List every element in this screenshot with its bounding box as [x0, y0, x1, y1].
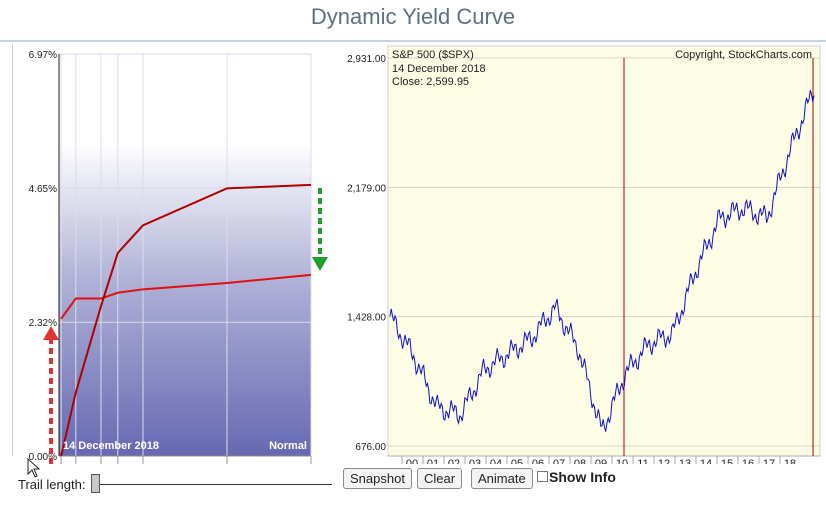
- spx-x-tick-label: 03: [469, 458, 481, 464]
- animate-button[interactable]: Animate: [471, 468, 533, 489]
- spx-x-tick-label: 14: [700, 458, 712, 464]
- spx-date-text: 14 December 2018: [392, 63, 486, 75]
- spx-copyright: Copyright, StockCharts.com: [675, 49, 812, 61]
- spx-x-tick-label: 15: [721, 458, 733, 464]
- clear-button[interactable]: Clear: [417, 468, 463, 489]
- spx-x-tick-label: 04: [490, 458, 502, 464]
- spx-x-tick-label: 11: [637, 458, 648, 464]
- spx-x-tick-label: 05: [511, 458, 523, 464]
- trail-length-label: Trail length:: [18, 477, 86, 492]
- yield-y-axis: 6.97% 4.65% 2.32% 0.00%: [29, 50, 57, 463]
- spx-x-tick-label: 16: [742, 458, 754, 464]
- spx-x-tick-label: 09: [595, 458, 607, 464]
- spx-x-tick-label: 06: [532, 458, 544, 464]
- spx-x-tick-label: 02: [448, 458, 460, 464]
- spx-x-tick-label: 00: [406, 458, 418, 464]
- show-info-label: Show Info: [549, 469, 616, 485]
- spx-price-line: [389, 90, 815, 432]
- spx-close-text: Close: 2,599.95: [392, 76, 469, 88]
- spx-y-tick-label: 1,428.00: [347, 313, 386, 324]
- snapshot-button[interactable]: Snapshot: [343, 468, 412, 489]
- spx-grid: [388, 57, 820, 464]
- page-title: Dynamic Yield Curve: [310, 4, 516, 29]
- yield-curve-chart[interactable]: 6.97%4.65%2.32%0.00% 3M2Y5Y7Y10Y20Y30Y 1…: [0, 44, 340, 464]
- spx-y-tick-label: 2,931.00: [347, 54, 386, 65]
- title-bar: Dynamic Yield Curve: [0, 0, 826, 42]
- trail-length-slider-track[interactable]: [96, 484, 332, 485]
- trail-length-slider-handle[interactable]: [91, 474, 100, 493]
- spx-title: S&P 500 ($SPX): [392, 49, 474, 61]
- curve-state-label: Normal: [269, 440, 307, 452]
- yield-y-tick-label: 2.32%: [29, 318, 57, 329]
- spx-x-tick-label: 17: [763, 458, 775, 464]
- yield-curve-line-1: [60, 273, 312, 320]
- yield-curve-line-2: [60, 183, 312, 457]
- spx-y-tick-label: 2,179.00: [347, 183, 386, 194]
- spx-x-tick-label: 12: [658, 458, 670, 464]
- spx-x-tick-label: 10: [616, 458, 628, 464]
- spx-x-tick-label: 08: [574, 458, 586, 464]
- spx-x-tick-label: 18: [784, 458, 796, 464]
- charts-frame: [12, 44, 826, 456]
- yield-curves: [60, 183, 312, 457]
- spx-y-axis: 2,931.00 2,179.00 1,428.00 676.00: [347, 54, 386, 453]
- spx-x-tick-label: 13: [679, 458, 691, 464]
- mouse-cursor-icon: [27, 458, 41, 478]
- spx-y-tick-label: 676.00: [355, 442, 386, 453]
- yield-y-tick-label: 4.65%: [29, 184, 57, 195]
- green-down-arrow: [312, 188, 328, 271]
- spx-x-tick-label: 01: [427, 458, 439, 464]
- show-info-checkbox[interactable]: [537, 471, 548, 482]
- yield-date-label: 14 December 2018: [63, 440, 159, 452]
- spx-plot-area: [387, 45, 821, 457]
- yield-y-tick-label: 0.00%: [29, 452, 57, 463]
- spx-x-tick-label: 07: [553, 458, 565, 464]
- yield-y-tick-label: 6.97%: [29, 50, 57, 61]
- red-up-arrow: [43, 326, 59, 464]
- spx-x-axis: 00 01 02 03 04 05 06 07 08 09 10 11 12 13 14 15 16 17 18: [406, 458, 796, 464]
